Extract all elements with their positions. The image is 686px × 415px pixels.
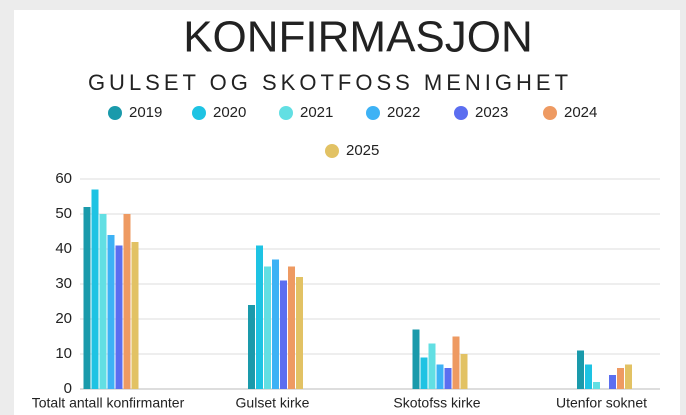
legend-swatch (366, 106, 380, 120)
bar (288, 266, 295, 389)
x-tick-label: Totalt antall konfirmanter (32, 395, 185, 411)
bar (99, 214, 107, 389)
x-tick-label: Skotofss kirke (393, 395, 480, 411)
legend-swatch (108, 106, 122, 120)
bar (609, 375, 616, 389)
legend-label: 2025 (346, 142, 379, 159)
legend-label: 2019 (129, 104, 162, 121)
chart-title: KONFIRMASJON (183, 13, 533, 62)
legend-label: 2020 (213, 104, 246, 121)
legend-label: 2023 (475, 104, 508, 121)
bar (272, 259, 279, 389)
legend-swatch (192, 106, 206, 120)
bar (256, 245, 263, 389)
y-tick-label: 30 (55, 275, 72, 292)
y-tick-label: 60 (55, 170, 72, 187)
y-tick-label: 40 (55, 240, 72, 257)
legend-swatch (454, 106, 468, 120)
bar (428, 343, 436, 389)
bar (436, 364, 444, 389)
bar (91, 189, 99, 389)
bar (593, 382, 600, 389)
legend-swatch (279, 106, 293, 120)
bar (264, 266, 271, 389)
bar (585, 364, 592, 389)
bar (115, 245, 123, 389)
bar (625, 364, 632, 389)
bar (83, 207, 91, 389)
bar (412, 329, 420, 389)
legend-swatch (325, 144, 339, 158)
legend-label: 2024 (564, 104, 597, 121)
y-tick-label: 50 (55, 205, 72, 222)
bar (577, 350, 584, 389)
y-tick-label: 10 (55, 345, 72, 362)
bar (617, 368, 624, 389)
bar (444, 368, 452, 389)
bar (248, 305, 255, 389)
legend-swatch (543, 106, 557, 120)
x-tick-label: Utenfor soknet (556, 395, 647, 411)
legend-label: 2021 (300, 104, 333, 121)
bar (280, 280, 287, 389)
bar (107, 235, 115, 389)
y-tick-label: 20 (55, 310, 72, 327)
legend-label: 2022 (387, 104, 420, 121)
bar (452, 336, 460, 389)
bar (460, 354, 468, 389)
bar (123, 214, 131, 389)
y-tick-label: 0 (64, 380, 72, 397)
bar (131, 242, 139, 389)
x-tick-label: Gulset kirke (236, 395, 310, 411)
bar (420, 357, 428, 389)
chart-subtitle: GULSET OG SKOTFOSS MENIGHET (88, 70, 572, 95)
bar (296, 277, 303, 389)
